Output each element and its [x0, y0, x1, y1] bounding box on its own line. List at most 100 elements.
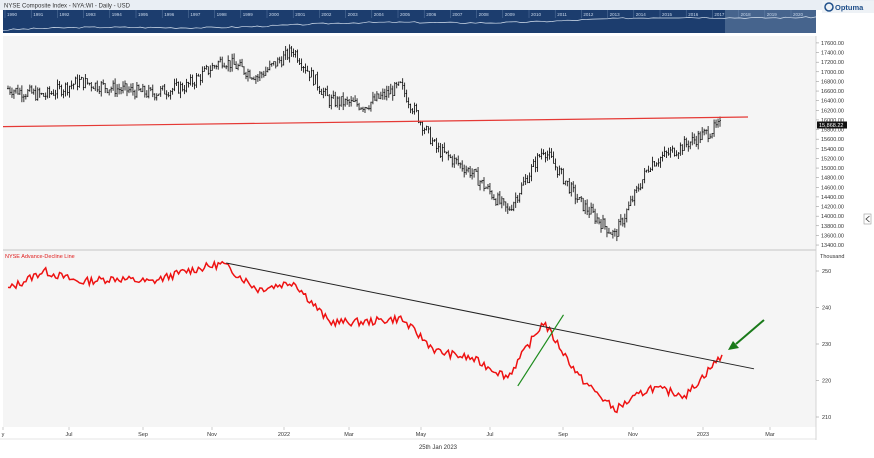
ad-line-series — [7, 259, 723, 414]
overview-year-label: 1999 — [243, 12, 254, 17]
price-bar — [173, 78, 176, 92]
price-bar — [705, 129, 708, 135]
price-y-tick-label: 17000.00 — [821, 70, 844, 76]
overview-year-label: 2008 — [479, 12, 490, 17]
price-bar — [7, 85, 9, 90]
overview-year-label: 2017 — [714, 12, 725, 17]
price-bar — [397, 81, 400, 86]
price-bar — [518, 192, 521, 203]
price-bar — [451, 155, 454, 168]
price-bar — [665, 150, 668, 159]
last-price-tag: 15,868.22 — [817, 121, 847, 129]
price-bar — [379, 91, 382, 100]
overview-year-label: 2005 — [400, 12, 411, 17]
price-bar — [544, 151, 547, 163]
price-bar — [605, 226, 608, 238]
price-bar — [365, 107, 368, 110]
price-bar — [475, 168, 478, 172]
price-bar — [10, 87, 13, 98]
price-bar — [94, 82, 97, 91]
price-bar — [110, 86, 113, 93]
ad-y-tick-label: 250 — [822, 269, 831, 275]
x-tick-label: y — [2, 432, 5, 438]
price-bar — [181, 82, 184, 92]
last-price-tag-bg — [817, 121, 847, 129]
price-bar — [256, 74, 259, 82]
price-bar — [235, 61, 238, 70]
price-bar — [241, 58, 244, 68]
price-y-tick-label: 15800.00 — [821, 128, 844, 134]
price-bar — [635, 185, 638, 194]
price-bar — [437, 142, 440, 153]
price-bar — [425, 125, 428, 131]
price-bar — [358, 102, 361, 111]
price-bar — [129, 83, 132, 93]
price-bar — [344, 98, 347, 107]
price-bar — [717, 118, 720, 128]
price-bar — [619, 214, 622, 226]
price-bar — [104, 83, 107, 94]
ad-downtrend-line — [226, 262, 755, 370]
price-bar — [647, 165, 650, 173]
price-bar — [171, 87, 174, 95]
price-bar — [322, 87, 325, 99]
overview-year-label: 2013 — [610, 12, 621, 17]
price-bar — [217, 60, 220, 70]
price-bar — [302, 66, 305, 73]
price-bar — [607, 227, 610, 234]
ad-breakout-line — [517, 314, 565, 387]
overview-navigator[interactable]: 1990 1991 1992 1993 1994 1995 1996 1997 1998 1999… — [2, 10, 817, 33]
price-bar — [364, 106, 366, 114]
price-y-tick-label: 14800.00 — [821, 176, 844, 182]
price-bar — [633, 189, 636, 206]
axis-scroll-arrow[interactable] — [863, 213, 872, 225]
price-bar — [258, 71, 261, 82]
price-bar — [651, 156, 654, 171]
price-y-tick-label: 17200.00 — [821, 60, 844, 66]
price-bar — [316, 71, 319, 91]
price-bar — [568, 178, 571, 194]
overview-year-label: 2011 — [557, 12, 567, 17]
price-bar — [338, 96, 341, 111]
price-bar — [602, 214, 604, 229]
price-bar — [360, 107, 363, 110]
price-bar — [461, 160, 464, 172]
price-bar — [510, 204, 513, 211]
price-bar — [36, 87, 39, 101]
price-y-tick-label: 13400.00 — [821, 243, 844, 249]
price-bar — [488, 183, 491, 195]
price-bar — [586, 199, 589, 216]
overview-selection-window[interactable] — [725, 10, 816, 33]
overview-year-label: 2019 — [767, 12, 778, 17]
price-bar — [389, 83, 392, 95]
price-bar — [50, 90, 53, 95]
price-bar — [161, 85, 164, 91]
price-y-tick-label: 17400.00 — [821, 51, 844, 57]
price-bar — [637, 183, 640, 192]
arrow-shaft — [735, 319, 765, 345]
price-bar — [304, 63, 307, 74]
price-bar — [467, 167, 470, 173]
price-bar — [211, 62, 214, 71]
price-bar — [32, 88, 35, 95]
price-bar — [401, 78, 404, 90]
price-bar — [227, 55, 230, 72]
price-bar — [546, 150, 549, 161]
overview-year-label: 1998 — [217, 12, 228, 17]
overview-year-label: 2015 — [662, 12, 673, 17]
price-bar — [221, 56, 224, 69]
price-bar — [542, 149, 545, 156]
price-bar — [455, 157, 458, 165]
price-bar — [576, 193, 579, 203]
price-bar — [465, 165, 468, 175]
price-bar — [352, 97, 355, 102]
ad-panel — [3, 251, 816, 427]
price-bar — [84, 74, 87, 89]
price-bar — [655, 162, 658, 167]
price-bar — [413, 102, 416, 115]
breakout-arrow — [728, 319, 765, 350]
price-bar — [30, 85, 33, 94]
price-bar — [284, 45, 287, 60]
price-bar — [74, 76, 77, 85]
